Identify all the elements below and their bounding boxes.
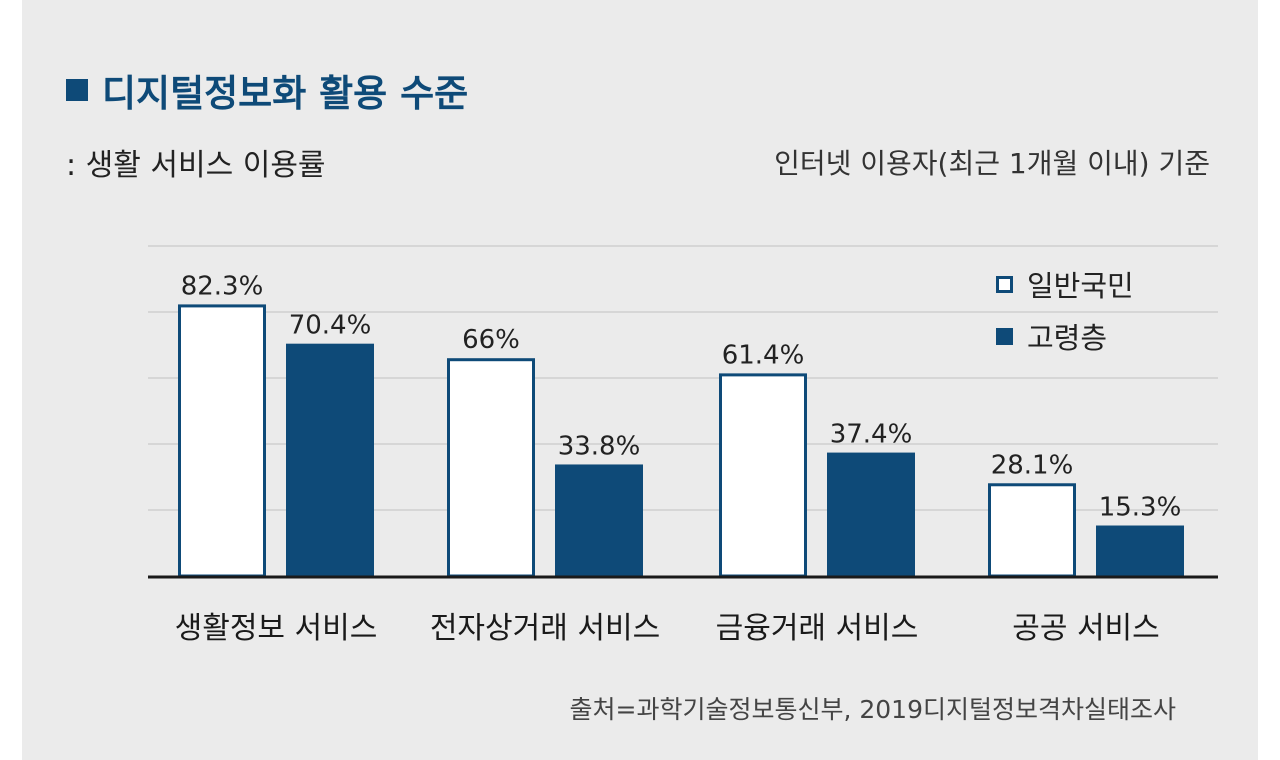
- category-labels: 생활정보 서비스 전자상거래 서비스 금융거래 서비스 공공 서비스: [175, 611, 1160, 646]
- legend: 일반국민 고령층: [996, 258, 1134, 362]
- legend-swatch-general: [996, 275, 1013, 293]
- value-labels: 82.3% 70.4% 66% 33.8% 61.4% 37.4% 28.1% 15.3%: [181, 271, 1182, 522]
- chart-subtitle: : 생활 서비스 이용률: [66, 148, 326, 183]
- bar-general: [178, 304, 266, 578]
- bar-senior: [555, 464, 643, 576]
- bar-senior: [286, 343, 374, 576]
- basis-note: 인터넷 이용자(최근 1개월 이내) 기준: [774, 147, 1210, 180]
- source-note: 출처=과학기술정보통신부, 2019디지털정보격차실태조사: [569, 695, 1176, 724]
- value-label-general: 61.4%: [722, 340, 805, 370]
- bar-general: [988, 483, 1076, 578]
- value-label-senior: 33.8%: [558, 431, 641, 461]
- category-label: 생활정보 서비스: [175, 611, 378, 646]
- value-label-general: 82.3%: [181, 271, 264, 301]
- value-label-senior: 15.3%: [1099, 493, 1182, 523]
- chart-title: 디지털정보화 활용 수준: [66, 60, 468, 120]
- category-label: 공공 서비스: [1012, 611, 1160, 646]
- legend-swatch-senior: [996, 327, 1013, 345]
- value-label-senior: 37.4%: [830, 420, 913, 450]
- category-label: 전자상거래 서비스: [430, 611, 660, 646]
- value-label-senior: 70.4%: [289, 311, 372, 341]
- bar-general: [447, 358, 535, 578]
- bar-senior: [827, 452, 915, 576]
- bar-senior: [1096, 525, 1184, 576]
- legend-item-senior: 고령층: [996, 310, 1134, 362]
- value-label-general: 66%: [462, 325, 520, 355]
- value-label-general: 28.1%: [991, 450, 1074, 480]
- title-square-icon: [66, 79, 88, 101]
- bar-general: [719, 373, 807, 578]
- legend-label-general: 일반국민: [1027, 269, 1134, 303]
- legend-item-general: 일반국민: [996, 258, 1134, 310]
- legend-label-senior: 고령층: [1027, 321, 1108, 355]
- chart-title-text: 디지털정보화 활용 수준: [102, 72, 469, 115]
- category-label: 금융거래 서비스: [716, 611, 919, 646]
